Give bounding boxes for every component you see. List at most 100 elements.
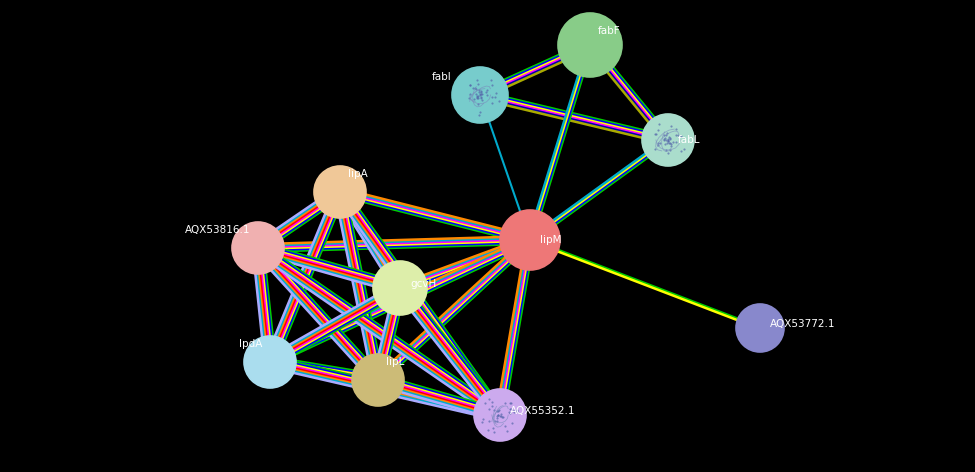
Point — [658, 131, 674, 138]
Point — [471, 87, 487, 94]
Point — [663, 139, 679, 147]
Point — [656, 131, 672, 138]
Point — [490, 407, 506, 415]
Point — [478, 399, 493, 407]
Point — [499, 427, 515, 435]
Point — [487, 428, 502, 436]
Point — [658, 147, 674, 154]
Point — [647, 130, 663, 137]
Point — [673, 132, 688, 140]
Point — [662, 135, 678, 142]
Point — [470, 93, 486, 100]
Point — [481, 417, 496, 424]
Text: AQX53772.1: AQX53772.1 — [770, 319, 836, 329]
Point — [663, 142, 679, 149]
Point — [471, 88, 487, 96]
Point — [472, 91, 488, 98]
Text: AQX53816.1: AQX53816.1 — [184, 225, 250, 235]
Point — [465, 84, 481, 92]
Point — [662, 146, 678, 154]
Point — [502, 405, 518, 413]
Point — [658, 136, 674, 144]
Point — [468, 85, 484, 93]
Point — [650, 141, 666, 148]
Point — [485, 402, 500, 410]
Circle shape — [500, 210, 560, 270]
Point — [467, 95, 483, 102]
Point — [657, 141, 673, 148]
Point — [473, 87, 488, 95]
Point — [656, 135, 672, 143]
Circle shape — [314, 166, 366, 218]
Point — [474, 88, 489, 96]
Point — [659, 140, 675, 147]
Text: lpdA: lpdA — [239, 339, 262, 349]
Point — [661, 139, 677, 146]
Point — [661, 133, 677, 141]
Point — [661, 149, 677, 157]
Point — [650, 126, 666, 134]
Circle shape — [474, 389, 526, 441]
Point — [663, 122, 679, 130]
Point — [650, 140, 666, 147]
Text: AQX55352.1: AQX55352.1 — [510, 406, 575, 416]
Point — [479, 86, 494, 93]
Point — [474, 96, 489, 104]
Point — [488, 93, 503, 101]
Point — [462, 90, 478, 98]
Point — [503, 399, 519, 406]
Point — [473, 94, 488, 102]
Point — [490, 412, 506, 419]
Point — [651, 120, 667, 128]
Point — [660, 135, 676, 143]
Point — [661, 137, 677, 144]
Point — [665, 138, 681, 146]
Point — [474, 91, 489, 98]
Point — [509, 406, 525, 414]
Point — [670, 131, 685, 139]
Text: fabI: fabI — [432, 72, 452, 82]
Text: lipM: lipM — [540, 235, 562, 245]
Point — [648, 130, 664, 138]
Point — [463, 82, 479, 89]
Point — [663, 141, 679, 148]
Point — [488, 417, 503, 424]
Point — [475, 415, 490, 423]
Point — [478, 88, 493, 96]
Point — [502, 410, 518, 417]
Point — [472, 109, 488, 116]
Point — [646, 145, 662, 153]
Point — [497, 399, 513, 407]
Point — [488, 89, 504, 97]
Point — [489, 413, 505, 420]
Point — [660, 136, 676, 143]
Point — [502, 400, 518, 407]
Text: lipA: lipA — [348, 169, 368, 179]
Point — [486, 424, 501, 432]
Text: gcvH: gcvH — [410, 279, 436, 289]
Point — [490, 411, 506, 419]
Point — [483, 76, 498, 84]
Point — [471, 111, 487, 118]
Circle shape — [452, 67, 508, 123]
Point — [467, 84, 483, 92]
Point — [489, 417, 505, 424]
Point — [662, 135, 678, 143]
Circle shape — [352, 354, 404, 406]
Point — [487, 406, 502, 413]
Point — [481, 405, 496, 413]
Point — [677, 145, 692, 152]
Point — [660, 137, 676, 144]
Point — [471, 80, 487, 87]
Point — [669, 131, 684, 139]
Point — [461, 94, 477, 102]
Point — [470, 94, 486, 101]
Point — [507, 406, 523, 414]
Point — [494, 413, 510, 421]
Point — [484, 93, 499, 101]
Circle shape — [736, 304, 784, 352]
Point — [501, 408, 517, 416]
Point — [657, 134, 673, 142]
Circle shape — [232, 222, 284, 274]
Point — [473, 90, 488, 98]
